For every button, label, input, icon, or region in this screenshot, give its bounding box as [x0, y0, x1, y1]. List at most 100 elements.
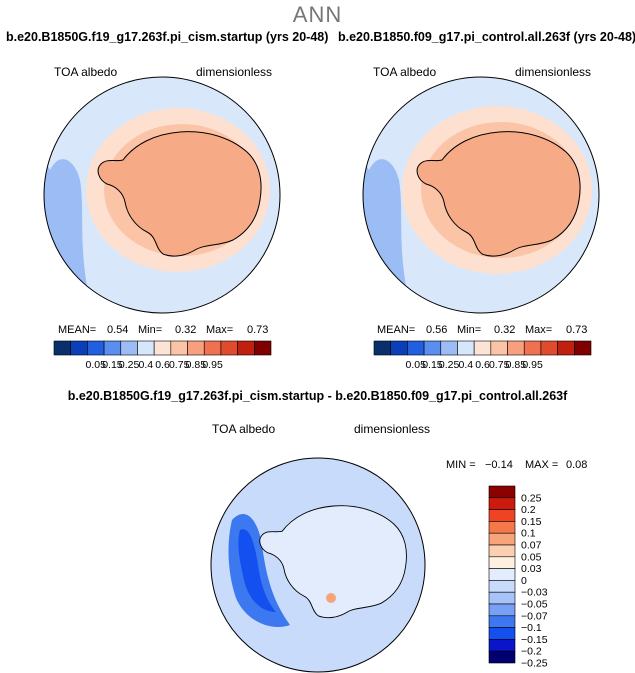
diff-colorbar-swatch [488, 568, 516, 581]
diff-colorbar-swatch [488, 615, 516, 628]
left-variable-label: TOA albedo [54, 65, 118, 79]
right-colorbar-swatch [407, 340, 425, 356]
diff-colorbar-tick-label: −0.25 [521, 658, 548, 670]
diff-colorbar-tick-label: −0.07 [521, 610, 548, 622]
right-max-label: Max= [525, 324, 553, 336]
diff-colorbar: 0.250.20.150.10.070.050.030−0.03−0.05−0.… [488, 485, 548, 670]
diff-max-value: 0.08 [566, 459, 588, 471]
diff-strong-negative-region [238, 529, 276, 612]
left-colorbar-swatch [187, 340, 205, 356]
right-map [362, 76, 600, 314]
diff-map [210, 457, 426, 673]
left-colorbar-tick-label: 0.95 [202, 359, 223, 371]
right-colorbar-swatch [523, 340, 542, 356]
right-colorbar-swatch [490, 340, 508, 356]
diff-colorbar-swatch [488, 603, 516, 617]
right-map-border [362, 76, 600, 314]
right-colorbar-tick-label: 0.95 [522, 359, 543, 371]
right-colorbar-tick-label: 0.6 [475, 359, 490, 371]
right-max-value: 0.73 [566, 324, 588, 336]
diff-colorbar-swatch [488, 627, 516, 640]
right-colorbar-swatch [574, 340, 592, 356]
diff-colorbar-tick-label: −0.1 [521, 622, 542, 634]
diff-colorbar-tick-label: −0.05 [521, 599, 548, 611]
right-units-label: dimensionless [515, 65, 592, 79]
left-colorbar-tick-label: 0.05 [86, 359, 107, 371]
diff-colorbar-swatch [488, 544, 516, 558]
diff-colorbar-tick-label: 0.25 [521, 492, 542, 504]
left-max-label: Max= [206, 324, 234, 336]
left-colorbar-swatch [137, 340, 155, 356]
right-mean-label: MEAN= [377, 324, 416, 336]
left-colorbar: 0.050.150.25 0.4 0.6 0.750.850.95 [53, 340, 272, 371]
diff-min-label: MIN = [446, 459, 476, 471]
right-min-value: 0.32 [494, 324, 516, 336]
diff-colorbar-swatch [488, 521, 516, 534]
left-colorbar-tick-label: 0.4 [139, 359, 154, 371]
left-units-label: dimensionless [196, 65, 273, 79]
right-min-label: Min= [457, 324, 482, 336]
left-colorbar-swatch [237, 340, 255, 356]
right-colorbar-swatch [390, 340, 408, 356]
right-colorbar-swatch [507, 340, 525, 356]
right-colorbar-swatch [440, 340, 458, 356]
left-colorbar-swatch [87, 340, 105, 356]
left-colorbar-swatch [53, 340, 71, 356]
diff-max-label: MAX = [525, 459, 559, 471]
left-colorbar-swatch [254, 340, 272, 356]
diff-min-value: −0.14 [485, 459, 513, 471]
diff-colorbar-swatch [488, 485, 516, 499]
diff-positive-spot [326, 593, 336, 603]
left-mean-label: MEAN= [58, 324, 97, 336]
left-colorbar-swatch [203, 340, 222, 356]
left-max-value: 0.73 [247, 324, 269, 336]
diff-colorbar-tick-label: 0.15 [521, 516, 542, 528]
diff-colorbar-tick-label: 0.07 [521, 540, 542, 552]
right-colorbar-swatch [373, 340, 391, 356]
left-min-value: 0.32 [175, 324, 197, 336]
right-colorbar-swatch [557, 340, 575, 356]
left-colorbar-swatch [153, 340, 172, 356]
season-title: ANN [292, 2, 343, 27]
left-colorbar-swatch [120, 340, 138, 356]
right-colorbar: 0.050.150.25 0.4 0.6 0.750.850.95 [373, 340, 592, 371]
left-colorbar-tick-label: 0.85 [186, 359, 207, 371]
right-colorbar-swatch [423, 340, 442, 356]
diff-colorbar-swatch [488, 532, 516, 546]
diff-map-border [210, 457, 426, 673]
left-panel-title: b.e20.B1850G.f19_g17.263f.pi_cism.startu… [6, 30, 329, 44]
diff-colorbar-swatch [488, 509, 516, 522]
right-mean-value: 0.56 [426, 324, 448, 336]
diff-colorbar-tick-label: −0.15 [521, 634, 548, 646]
left-colorbar-swatch [170, 340, 188, 356]
diff-colorbar-swatch [488, 639, 516, 652]
right-colorbar-swatch [473, 340, 492, 356]
right-colorbar-tick-label: 0.25 [439, 359, 460, 371]
left-colorbar-swatch [103, 340, 122, 356]
diff-colorbar-swatch [488, 580, 516, 593]
diff-colorbar-swatch [488, 497, 516, 510]
left-colorbar-tick-label: 0.6 [155, 359, 170, 371]
left-colorbar-tick-label: 0.15 [102, 359, 123, 371]
diff-colorbar-swatch [488, 556, 516, 569]
diff-panel-title: b.e20.B1850G.f19_g17.263f.pi_cism.startu… [67, 389, 568, 403]
right-colorbar-swatch [540, 340, 558, 356]
left-map-border [43, 76, 281, 314]
right-colorbar-swatch [457, 340, 475, 356]
diff-colorbar-tick-label: −0.03 [521, 587, 548, 599]
left-colorbar-swatch [220, 340, 238, 356]
left-colorbar-swatch [70, 340, 88, 356]
diff-colorbar-tick-label: 0.2 [521, 504, 536, 516]
diff-colorbar-tick-label: 0 [521, 575, 527, 587]
diff-units-label: dimensionless [354, 422, 431, 436]
diff-variable-label: TOA albedo [212, 422, 276, 436]
right-colorbar-tick-label: 0.75 [489, 359, 510, 371]
right-colorbar-tick-label: 0.85 [506, 359, 527, 371]
right-colorbar-tick-label: 0.15 [422, 359, 443, 371]
left-colorbar-tick-label: 0.25 [119, 359, 140, 371]
diff-colorbar-tick-label: −0.2 [521, 646, 542, 658]
left-mean-value: 0.54 [107, 324, 129, 336]
left-colorbar-tick-label: 0.75 [169, 359, 190, 371]
diff-colorbar-tick-label: 0.1 [521, 528, 536, 540]
